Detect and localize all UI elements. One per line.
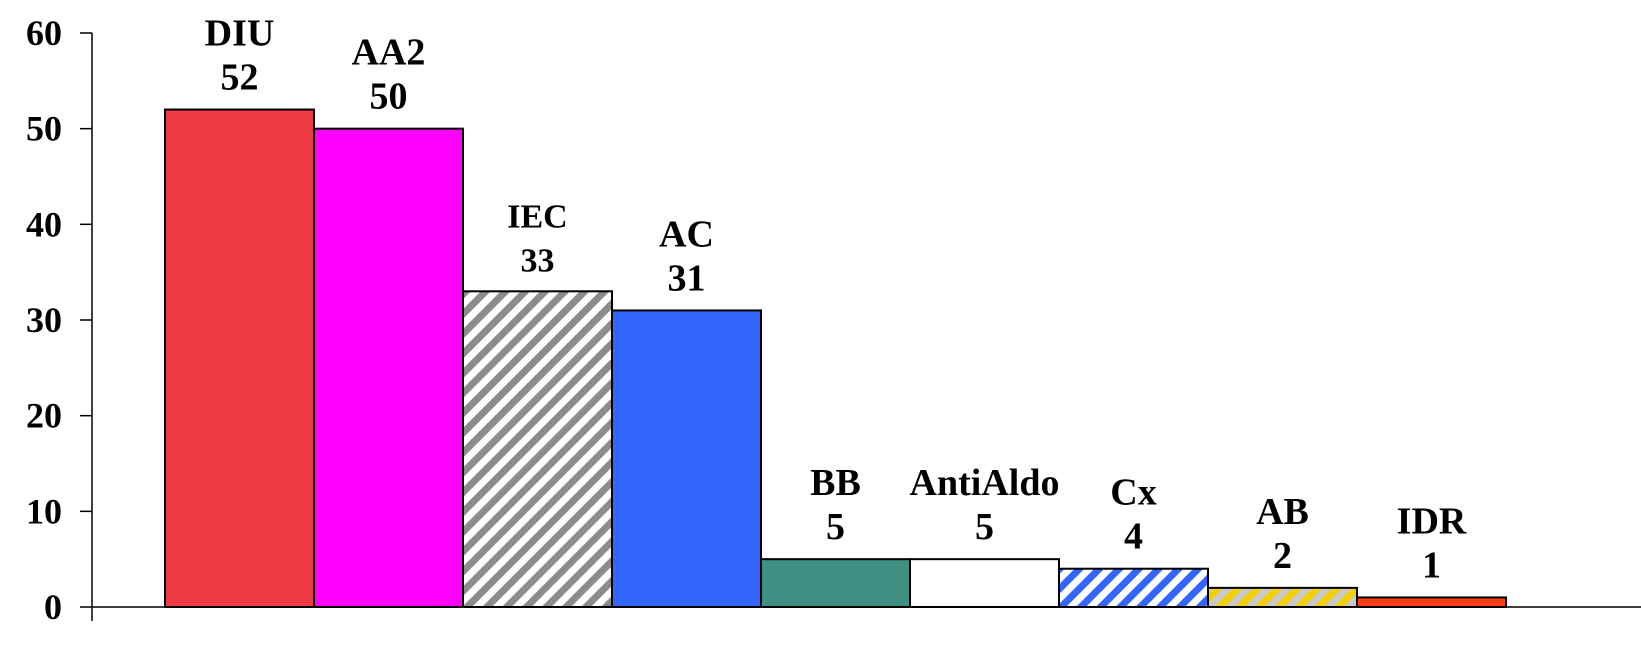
bar-value-label: 31	[668, 257, 706, 299]
bar-category-label: DIU	[205, 13, 275, 55]
bar-category-label: AC	[659, 213, 714, 255]
bar-category-label: IEC	[507, 198, 567, 235]
y-tick-label: 50	[26, 109, 62, 149]
bar-value-label: 52	[221, 57, 259, 99]
bar-diu	[164, 108, 315, 609]
bar-antialdo	[909, 558, 1060, 609]
bar-value-label: 33	[521, 242, 555, 279]
bar-value-label: 4	[1124, 516, 1143, 558]
bar-value-label: 50	[370, 76, 408, 118]
bar-labels: DIU52AA250IEC33AC31BB5AntiAldo5Cx4AB2IDR…	[205, 13, 1467, 587]
y-tick-label: 60	[26, 13, 62, 53]
bar-category-label: BB	[810, 462, 861, 504]
bar-category-label: IDR	[1397, 500, 1467, 542]
bar-value-label: 2	[1273, 535, 1292, 577]
bar-aa2	[313, 127, 464, 609]
bar-value-label: 5	[826, 506, 845, 548]
bar-value-label: 5	[975, 506, 994, 548]
bar-value-label: 1	[1422, 544, 1441, 586]
bar-ac	[611, 309, 762, 608]
y-tick-label: 30	[26, 300, 62, 340]
bar-category-label: Cx	[1110, 472, 1156, 514]
y-tick-label: 0	[44, 587, 62, 627]
bar-idr	[1356, 596, 1507, 609]
bar-ab	[1207, 586, 1358, 608]
bar-category-label: AB	[1256, 491, 1309, 533]
bar-category-label: AA2	[352, 32, 426, 74]
bar-category-label: AntiAldo	[910, 462, 1060, 504]
bars	[164, 108, 1507, 609]
y-tick-label: 10	[26, 491, 62, 531]
y-tick-label: 20	[26, 396, 62, 436]
bar-cx	[1058, 567, 1209, 609]
bar-iec	[462, 290, 613, 608]
y-tick-label: 40	[26, 204, 62, 244]
bar-bb	[760, 558, 911, 609]
